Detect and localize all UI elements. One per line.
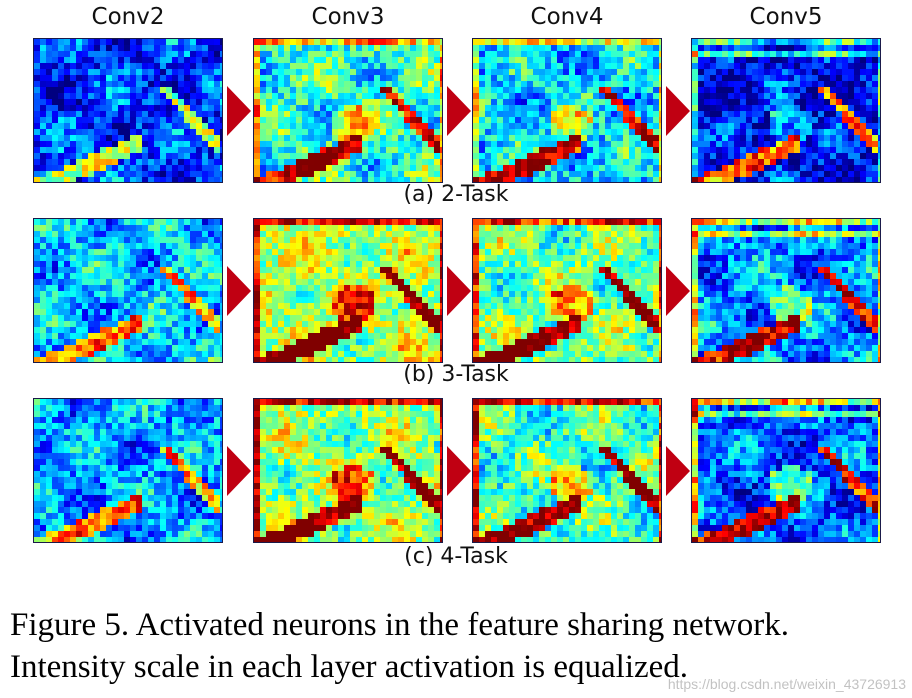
arrow-icon xyxy=(227,86,251,136)
watermark: https://blog.csdn.net/weixin_43726913 xyxy=(667,676,906,692)
figure-caption: Figure 5. Activated neurons in the featu… xyxy=(10,604,905,688)
arrow-icon xyxy=(447,446,471,496)
arrow-icon xyxy=(447,86,471,136)
activation-map-row2-conv2 xyxy=(33,218,223,363)
column-header-conv3: Conv3 xyxy=(311,4,385,30)
heatmap-svg xyxy=(34,39,222,182)
heatmap-svg xyxy=(254,219,442,362)
figure-caption-line-2: Intensity scale in each layer activation… xyxy=(10,649,689,685)
heatmap-svg xyxy=(473,39,661,182)
heatmap-svg xyxy=(692,399,880,542)
heatmap-svg xyxy=(473,399,661,542)
arrow-icon xyxy=(227,266,251,316)
activation-map-row1-conv4 xyxy=(472,38,662,183)
arrow-icon xyxy=(666,86,690,136)
heatmap-svg xyxy=(473,219,661,362)
heatmap-svg xyxy=(692,219,880,362)
row-caption-3-task: (b) 3-Task xyxy=(403,362,509,387)
activation-map-row3-conv4 xyxy=(472,398,662,543)
heatmap-svg xyxy=(254,399,442,542)
arrow-icon xyxy=(447,266,471,316)
activation-map-row1-conv3 xyxy=(253,38,443,183)
row-caption-2-task: (a) 2-Task xyxy=(403,182,509,207)
activation-map-row2-conv4 xyxy=(472,218,662,363)
arrow-icon xyxy=(666,446,690,496)
heatmap-svg xyxy=(34,219,222,362)
heatmap-svg xyxy=(692,39,880,182)
arrow-icon xyxy=(227,446,251,496)
arrow-icon xyxy=(666,266,690,316)
activation-map-row1-conv2 xyxy=(33,38,223,183)
activation-map-row3-conv3 xyxy=(253,398,443,543)
activation-map-row3-conv5 xyxy=(691,398,881,543)
row-caption-4-task: (c) 4-Task xyxy=(404,544,508,569)
activation-map-row3-conv2 xyxy=(33,398,223,543)
heatmap-svg xyxy=(254,39,442,182)
column-header-conv2: Conv2 xyxy=(91,4,165,30)
activation-map-row2-conv5 xyxy=(691,218,881,363)
heatmap-svg xyxy=(34,399,222,542)
activation-map-row1-conv5 xyxy=(691,38,881,183)
column-header-conv5: Conv5 xyxy=(749,4,823,30)
activation-map-row2-conv3 xyxy=(253,218,443,363)
figure-caption-line-1: Figure 5. Activated neurons in the featu… xyxy=(10,607,789,643)
column-header-conv4: Conv4 xyxy=(530,4,604,30)
